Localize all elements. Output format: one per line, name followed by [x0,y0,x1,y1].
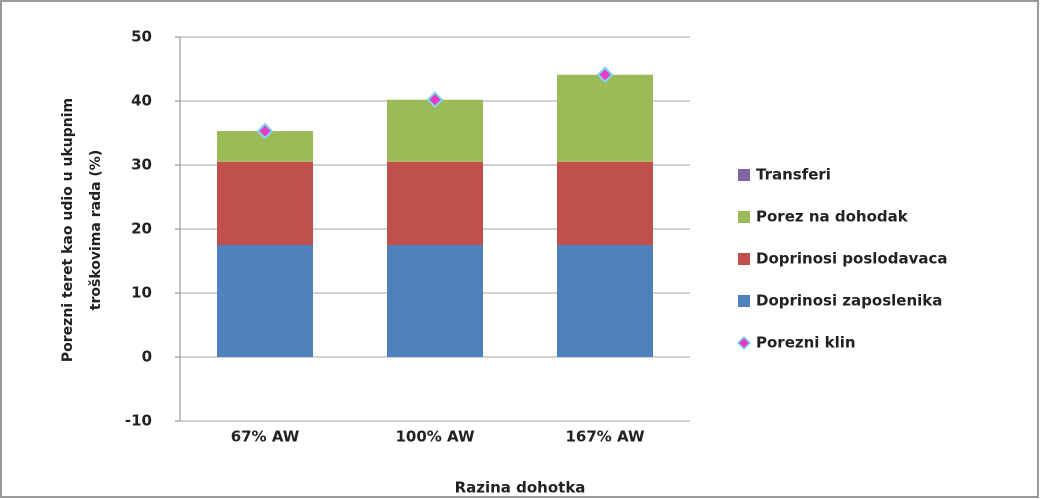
legend-swatch [738,169,750,181]
y-axis-title: troškovima rada (%) [88,150,104,310]
legend-swatch [738,253,750,265]
x-tick-label: 67% AW [231,428,300,446]
bar-segment [557,161,653,245]
y-tick-label: -10 [125,412,152,430]
marker [426,91,444,109]
bar-segment [557,245,653,357]
marker [256,122,274,140]
bar-segment [387,245,483,357]
y-tick-label: 20 [131,220,152,238]
legend-swatch [738,211,750,223]
legend-label: Porez na dohodak [756,208,909,226]
x-tick-label: 100% AW [395,428,474,446]
legend-label: Porezni klin [756,334,856,352]
y-tick-label: 40 [131,92,152,110]
legend-label: Doprinosi zaposlenika [756,292,942,310]
bar-segment [217,161,313,245]
y-tick-label: 30 [131,156,152,174]
legend-label: Doprinosi poslodavaca [756,250,948,268]
y-tick-label: 50 [131,28,152,46]
legend-label: Transferi [756,166,831,184]
bar-segment [217,245,313,357]
bar-segment [557,74,653,162]
y-axis-title: Porezni teret kao udio u ukupnim [60,98,76,362]
marker [596,66,614,84]
x-tick-label: 167% AW [565,428,644,446]
legend-swatch [736,335,752,351]
y-tick-label: 10 [131,284,152,302]
bar-segment [387,161,483,245]
x-axis-title: Razina dohotka [455,479,586,497]
bar-segment [387,99,483,162]
y-tick-label: 0 [142,348,152,366]
legend-swatch [738,295,750,307]
